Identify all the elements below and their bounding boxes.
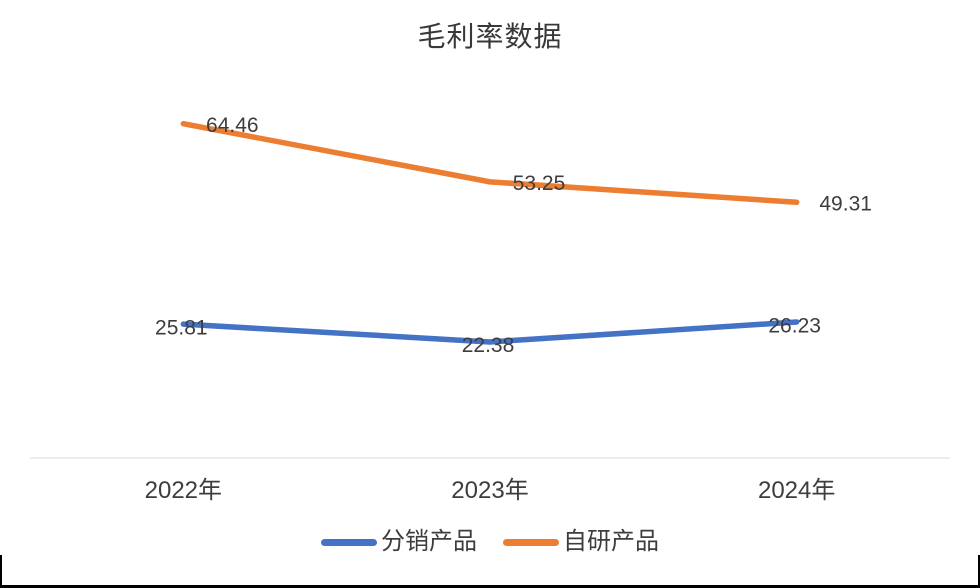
chart-legend: 分销产品 自研产品 (0, 527, 980, 557)
chart-title: 毛利率数据 (417, 21, 563, 52)
legend-line-swatch-orange (503, 538, 559, 546)
legend-label-series-1: 自研产品 (563, 528, 659, 555)
series-line-0 (180, 319, 800, 345)
series-line-1 (180, 120, 800, 206)
data-label-s1-p1: 53.25 (513, 172, 566, 195)
x-tick-label-0: 2022年 (145, 477, 222, 504)
legend-item-series-0: 分销产品 (321, 527, 477, 557)
data-label-s0-p0: 25.81 (155, 316, 208, 339)
line-chart-plot-area: 25.81 22.38 26.23 64.46 53.25 49.31 2022年 2023年… (30, 114, 950, 504)
data-label-s0-p1: 22.38 (462, 334, 515, 357)
x-tick-label-2: 2024年 (758, 477, 835, 504)
data-label-s0-p2: 26.23 (768, 314, 821, 337)
x-tick-label-1: 2023年 (451, 477, 528, 504)
legend-item-series-1: 自研产品 (503, 527, 659, 557)
data-label-s1-p0: 64.46 (206, 114, 259, 137)
legend-line-swatch-blue (321, 538, 377, 546)
data-label-s1-p2: 49.31 (819, 193, 872, 216)
legend-label-series-0: 分销产品 (381, 528, 477, 555)
